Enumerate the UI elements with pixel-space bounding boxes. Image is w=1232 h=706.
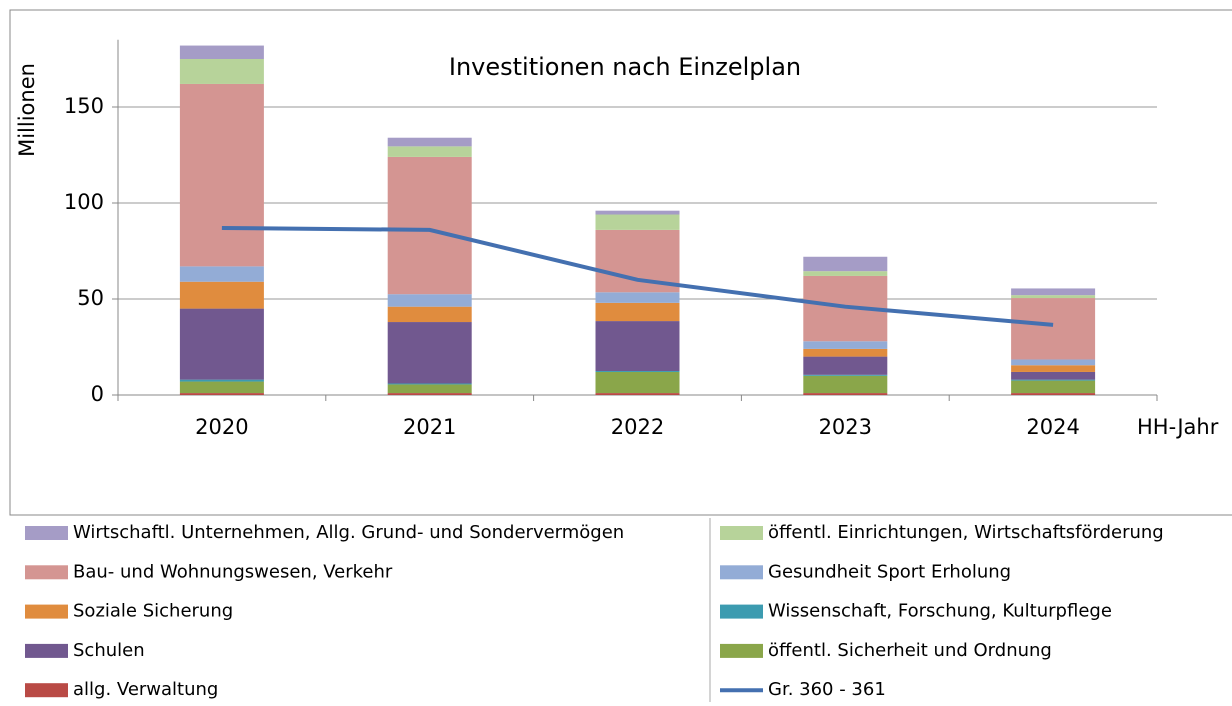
bar-segment xyxy=(595,292,680,303)
line-series xyxy=(221,225,1054,327)
bar-segment xyxy=(595,214,680,230)
y-tick-label: 50 xyxy=(77,286,104,310)
x-tick-label: 2023 xyxy=(819,415,872,439)
x-axis-label: HH-Jahr xyxy=(1137,415,1219,439)
chart-frame xyxy=(9,9,1232,516)
bar-segment xyxy=(179,59,264,84)
bar-segment xyxy=(803,356,888,375)
bar-segment xyxy=(179,281,264,309)
bar-segment xyxy=(803,393,888,395)
legend-label: Gr. 360 - 361 xyxy=(768,679,886,700)
bar-segment xyxy=(1011,359,1096,366)
bar-segment xyxy=(387,156,472,295)
bar-segment xyxy=(387,393,472,395)
bar-segment xyxy=(179,308,264,380)
legend-swatch xyxy=(25,565,68,580)
bar-segment xyxy=(1011,298,1096,360)
bar-segment xyxy=(595,393,680,395)
bar-segment xyxy=(595,371,680,372)
legend-label: Gesundheit Sport Erholung xyxy=(768,561,1011,582)
bar-segment xyxy=(387,146,472,157)
chart-title: Investitionen nach Einzelplan xyxy=(449,53,801,81)
legend-label: Bau- und Wohnungswesen, Verkehr xyxy=(73,561,393,582)
legend-swatch xyxy=(720,604,763,619)
legend-label: öffentl. Einrichtungen, Wirtschaftsförde… xyxy=(768,522,1164,543)
bar-segment xyxy=(803,375,888,394)
bar-segment xyxy=(803,256,888,272)
bar-segment xyxy=(387,384,472,394)
y-tick-label: 100 xyxy=(64,190,104,214)
bar-segment xyxy=(803,341,888,349)
x-tick-label: 2020 xyxy=(195,415,248,439)
y-tick-label: 150 xyxy=(64,94,104,118)
legend-label: Wissenschaft, Forschung, Kulturpflege xyxy=(768,601,1112,622)
bar-segment xyxy=(179,379,264,382)
bar-segment xyxy=(595,302,680,322)
bar-segment xyxy=(387,322,472,384)
bar-segment xyxy=(387,137,472,147)
x-tick-label: 2021 xyxy=(403,415,456,439)
bar-segment xyxy=(387,383,472,385)
bar-segment xyxy=(1011,365,1096,372)
legend-swatch xyxy=(25,604,68,619)
legend-label: Wirtschaftl. Unternehmen, Allg. Grund- u… xyxy=(73,522,624,543)
legend-label: allg. Verwaltung xyxy=(73,679,218,700)
bar-segment xyxy=(595,321,680,371)
bar-segment xyxy=(1011,288,1096,296)
bar-segment xyxy=(803,271,888,276)
x-tick-label: 2022 xyxy=(611,415,664,439)
bar-segment xyxy=(387,306,472,323)
legend-swatch xyxy=(25,526,68,540)
bar-segment xyxy=(179,393,264,395)
bar-segment xyxy=(1011,393,1096,395)
legend-swatch xyxy=(25,683,68,698)
bar-segment xyxy=(179,45,264,59)
bar-segment xyxy=(803,374,888,376)
bar-segment xyxy=(387,294,472,307)
x-tick-label: 2024 xyxy=(1026,415,1079,439)
bar-segment xyxy=(1011,371,1096,380)
legend-label: Soziale Sicherung xyxy=(73,601,233,622)
y-tick-label: 0 xyxy=(91,382,104,406)
bar-segment xyxy=(803,348,888,357)
bar-segment xyxy=(1011,295,1096,299)
legend-label: Schulen xyxy=(73,640,145,661)
bar-segment xyxy=(1011,379,1096,381)
bar-segment xyxy=(595,371,680,394)
bar-segment xyxy=(595,210,680,215)
legend-swatch xyxy=(720,565,763,580)
bar-segment xyxy=(1011,380,1096,394)
legend-swatch xyxy=(720,526,763,540)
bar-segment xyxy=(179,381,264,394)
bar-segment xyxy=(179,266,264,282)
legend-label: öffentl. Sicherheit und Ordnung xyxy=(768,640,1052,661)
bar-segment xyxy=(179,83,264,267)
legend-swatch xyxy=(25,643,68,658)
legend-swatch xyxy=(720,643,763,658)
y-axis-label: Millionen xyxy=(15,63,39,157)
